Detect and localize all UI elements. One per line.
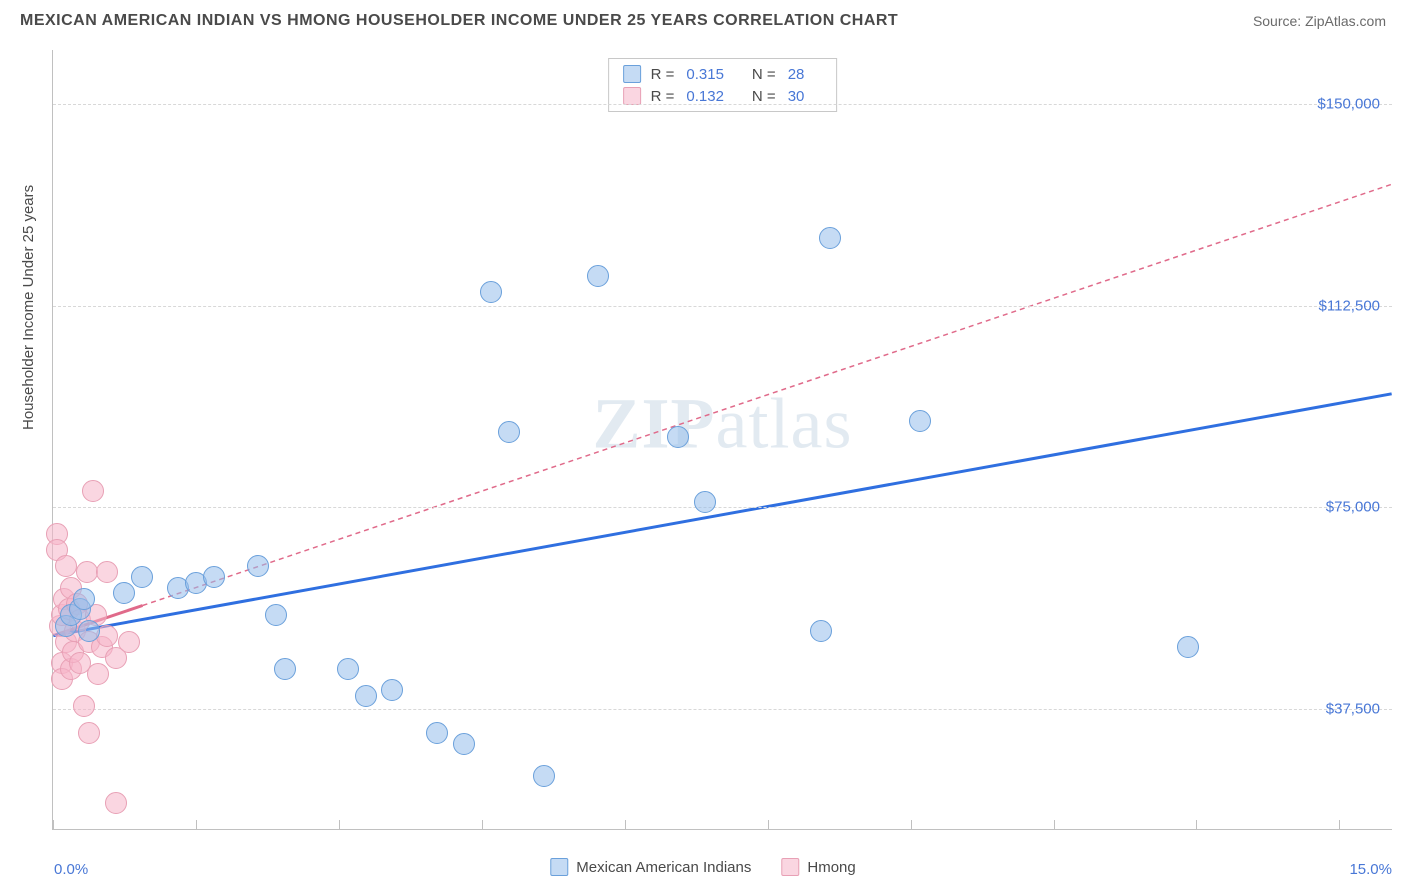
- chart-plot-area: ZIPatlas R = 0.315 N = 28 R = 0.132 N = …: [52, 50, 1392, 830]
- data-point-pink: [96, 561, 118, 583]
- chart-title: MEXICAN AMERICAN INDIAN VS HMONG HOUSEHO…: [20, 12, 898, 30]
- x-tick-mark: [196, 820, 197, 830]
- x-tick-mark: [1339, 820, 1340, 830]
- trend-lines-layer: [53, 50, 1392, 829]
- data-point-blue: [274, 658, 296, 680]
- data-point-blue: [667, 426, 689, 448]
- data-point-blue: [533, 765, 555, 787]
- data-point-blue: [203, 566, 225, 588]
- data-point-blue: [909, 410, 931, 432]
- data-point-blue: [1177, 636, 1199, 658]
- data-point-pink: [87, 663, 109, 685]
- x-tick-mark: [53, 820, 54, 830]
- x-tick-mark: [625, 820, 626, 830]
- y-tick-label: $75,000: [1326, 499, 1380, 516]
- data-point-pink: [118, 631, 140, 653]
- gridline: [53, 104, 1392, 105]
- data-point-blue: [426, 722, 448, 744]
- watermark: ZIPatlas: [593, 382, 853, 465]
- data-point-blue: [78, 620, 100, 642]
- data-point-blue: [337, 658, 359, 680]
- swatch-blue: [550, 858, 568, 876]
- data-point-blue: [355, 685, 377, 707]
- r-label: R =: [651, 66, 675, 83]
- data-point-blue: [381, 679, 403, 701]
- data-point-blue: [587, 265, 609, 287]
- legend-label-blue: Mexican American Indians: [576, 859, 751, 876]
- data-point-blue: [113, 582, 135, 604]
- x-axis-max-label: 15.0%: [1349, 861, 1392, 878]
- n-value-blue: 28: [788, 66, 805, 83]
- swatch-pink: [781, 858, 799, 876]
- n-label: N =: [752, 88, 776, 105]
- x-tick-mark: [768, 820, 769, 830]
- y-tick-label: $112,500: [1319, 297, 1380, 314]
- y-tick-label: $37,500: [1326, 700, 1380, 717]
- r-value-pink: 0.132: [686, 88, 724, 105]
- source-attribution: Source: ZipAtlas.com: [1253, 13, 1386, 29]
- data-point-blue: [480, 281, 502, 303]
- data-point-pink: [78, 722, 100, 744]
- data-point-blue: [694, 491, 716, 513]
- legend-label-pink: Hmong: [807, 859, 855, 876]
- x-tick-mark: [1196, 820, 1197, 830]
- gridline: [53, 507, 1392, 508]
- gridline: [53, 709, 1392, 710]
- x-axis-min-label: 0.0%: [54, 861, 88, 878]
- data-point-blue: [131, 566, 153, 588]
- data-point-pink: [55, 555, 77, 577]
- legend-row-blue: R = 0.315 N = 28: [623, 63, 823, 85]
- y-tick-label: $150,000: [1317, 95, 1380, 112]
- x-tick-mark: [482, 820, 483, 830]
- gridline: [53, 306, 1392, 307]
- swatch-blue: [623, 65, 641, 83]
- data-point-blue: [810, 620, 832, 642]
- n-label: N =: [752, 66, 776, 83]
- data-point-pink: [82, 480, 104, 502]
- n-value-pink: 30: [788, 88, 805, 105]
- data-point-pink: [105, 792, 127, 814]
- data-point-blue: [247, 555, 269, 577]
- swatch-pink: [623, 87, 641, 105]
- y-axis-label: Householder Income Under 25 years: [20, 185, 37, 430]
- legend-item-blue: Mexican American Indians: [550, 858, 751, 876]
- data-point-blue: [265, 604, 287, 626]
- data-point-blue: [453, 733, 475, 755]
- x-tick-mark: [1054, 820, 1055, 830]
- x-tick-mark: [911, 820, 912, 830]
- series-legend: Mexican American Indians Hmong: [550, 858, 855, 876]
- r-value-blue: 0.315: [686, 66, 724, 83]
- data-point-pink: [73, 695, 95, 717]
- r-label: R =: [651, 88, 675, 105]
- data-point-blue: [73, 588, 95, 610]
- x-tick-mark: [339, 820, 340, 830]
- data-point-blue: [498, 421, 520, 443]
- data-point-blue: [819, 227, 841, 249]
- legend-item-pink: Hmong: [781, 858, 855, 876]
